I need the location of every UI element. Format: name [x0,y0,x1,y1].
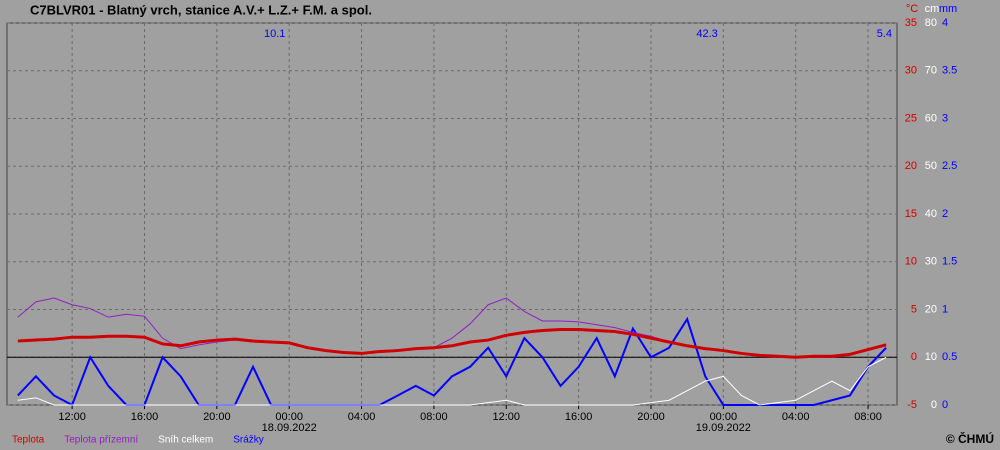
x-tick-label: 12:00 [493,411,521,423]
y2-tick-label: 0 [931,399,937,411]
y2-unit: cm [925,3,940,15]
x-tick-label: 08:00 [420,411,448,423]
y-tick-label: 25 [905,112,917,124]
series-line [17,316,887,407]
y-tick-label: 20 [905,160,917,172]
legend-entry: Teplota přízemní [64,435,138,446]
y2-tick-label: 20 [925,303,937,315]
legend-entry: Sníh celkem [158,435,213,446]
y-tick-label: 35 [905,17,917,29]
y3-tick-label: 1 [942,303,948,315]
x-tick-label: 20:00 [637,411,665,423]
y2-tick-label: 30 [925,256,937,268]
y3-unit: mm [939,3,957,15]
x-tick-label: 16:00 [565,411,593,423]
y-tick-label: 30 [905,65,917,77]
chart-title: C7BLVR01 - Blatný vrch, stanice A.V.+ L.… [30,2,372,17]
x-tick-label: 08:00 [854,411,882,423]
series-line [17,328,887,359]
date-label: 18.09.2022 [262,422,317,434]
y-tick-label: 10 [905,256,917,268]
y2-tick-label: 70 [925,65,937,77]
y-tick-label: 0 [911,351,917,363]
y-unit: °C [906,3,918,15]
y3-tick-label: 0 [942,399,948,411]
y3-tick-label: 2 [942,208,948,220]
top-label: 42.3 [696,28,717,40]
y-tick-label: 15 [905,208,917,220]
top-label: 10.1 [264,28,285,40]
y3-tick-label: 2.5 [942,160,957,172]
x-tick-label: 00:00 [710,411,738,423]
y-tick-label: -5 [907,399,917,411]
y-tick-label: 5 [911,303,917,315]
y3-tick-label: 4 [942,17,948,29]
copyright: © ČHMÚ [946,431,994,446]
y2-tick-label: 50 [925,160,937,172]
y3-tick-label: 3.5 [942,65,957,77]
x-tick-label: 16:00 [131,411,159,423]
series-line [17,356,887,406]
y2-tick-label: 10 [925,351,937,363]
x-tick-label: 04:00 [348,411,376,423]
legend-entry: Teplota [12,435,45,446]
x-tick-label: 12:00 [58,411,86,423]
y2-tick-label: 40 [925,208,937,220]
x-tick-label: 04:00 [782,411,810,423]
top-label: 5.4 [877,28,892,40]
date-label: 19.09.2022 [696,422,751,434]
y3-tick-label: 0.5 [942,351,957,363]
y2-tick-label: 60 [925,112,937,124]
y3-tick-label: 1.5 [942,256,957,268]
x-tick-label: 00:00 [275,411,303,423]
x-tick-label: 20:00 [203,411,231,423]
y3-tick-label: 3 [942,112,948,124]
y2-tick-label: 80 [925,17,937,29]
legend-entry: Srážky [233,435,264,446]
